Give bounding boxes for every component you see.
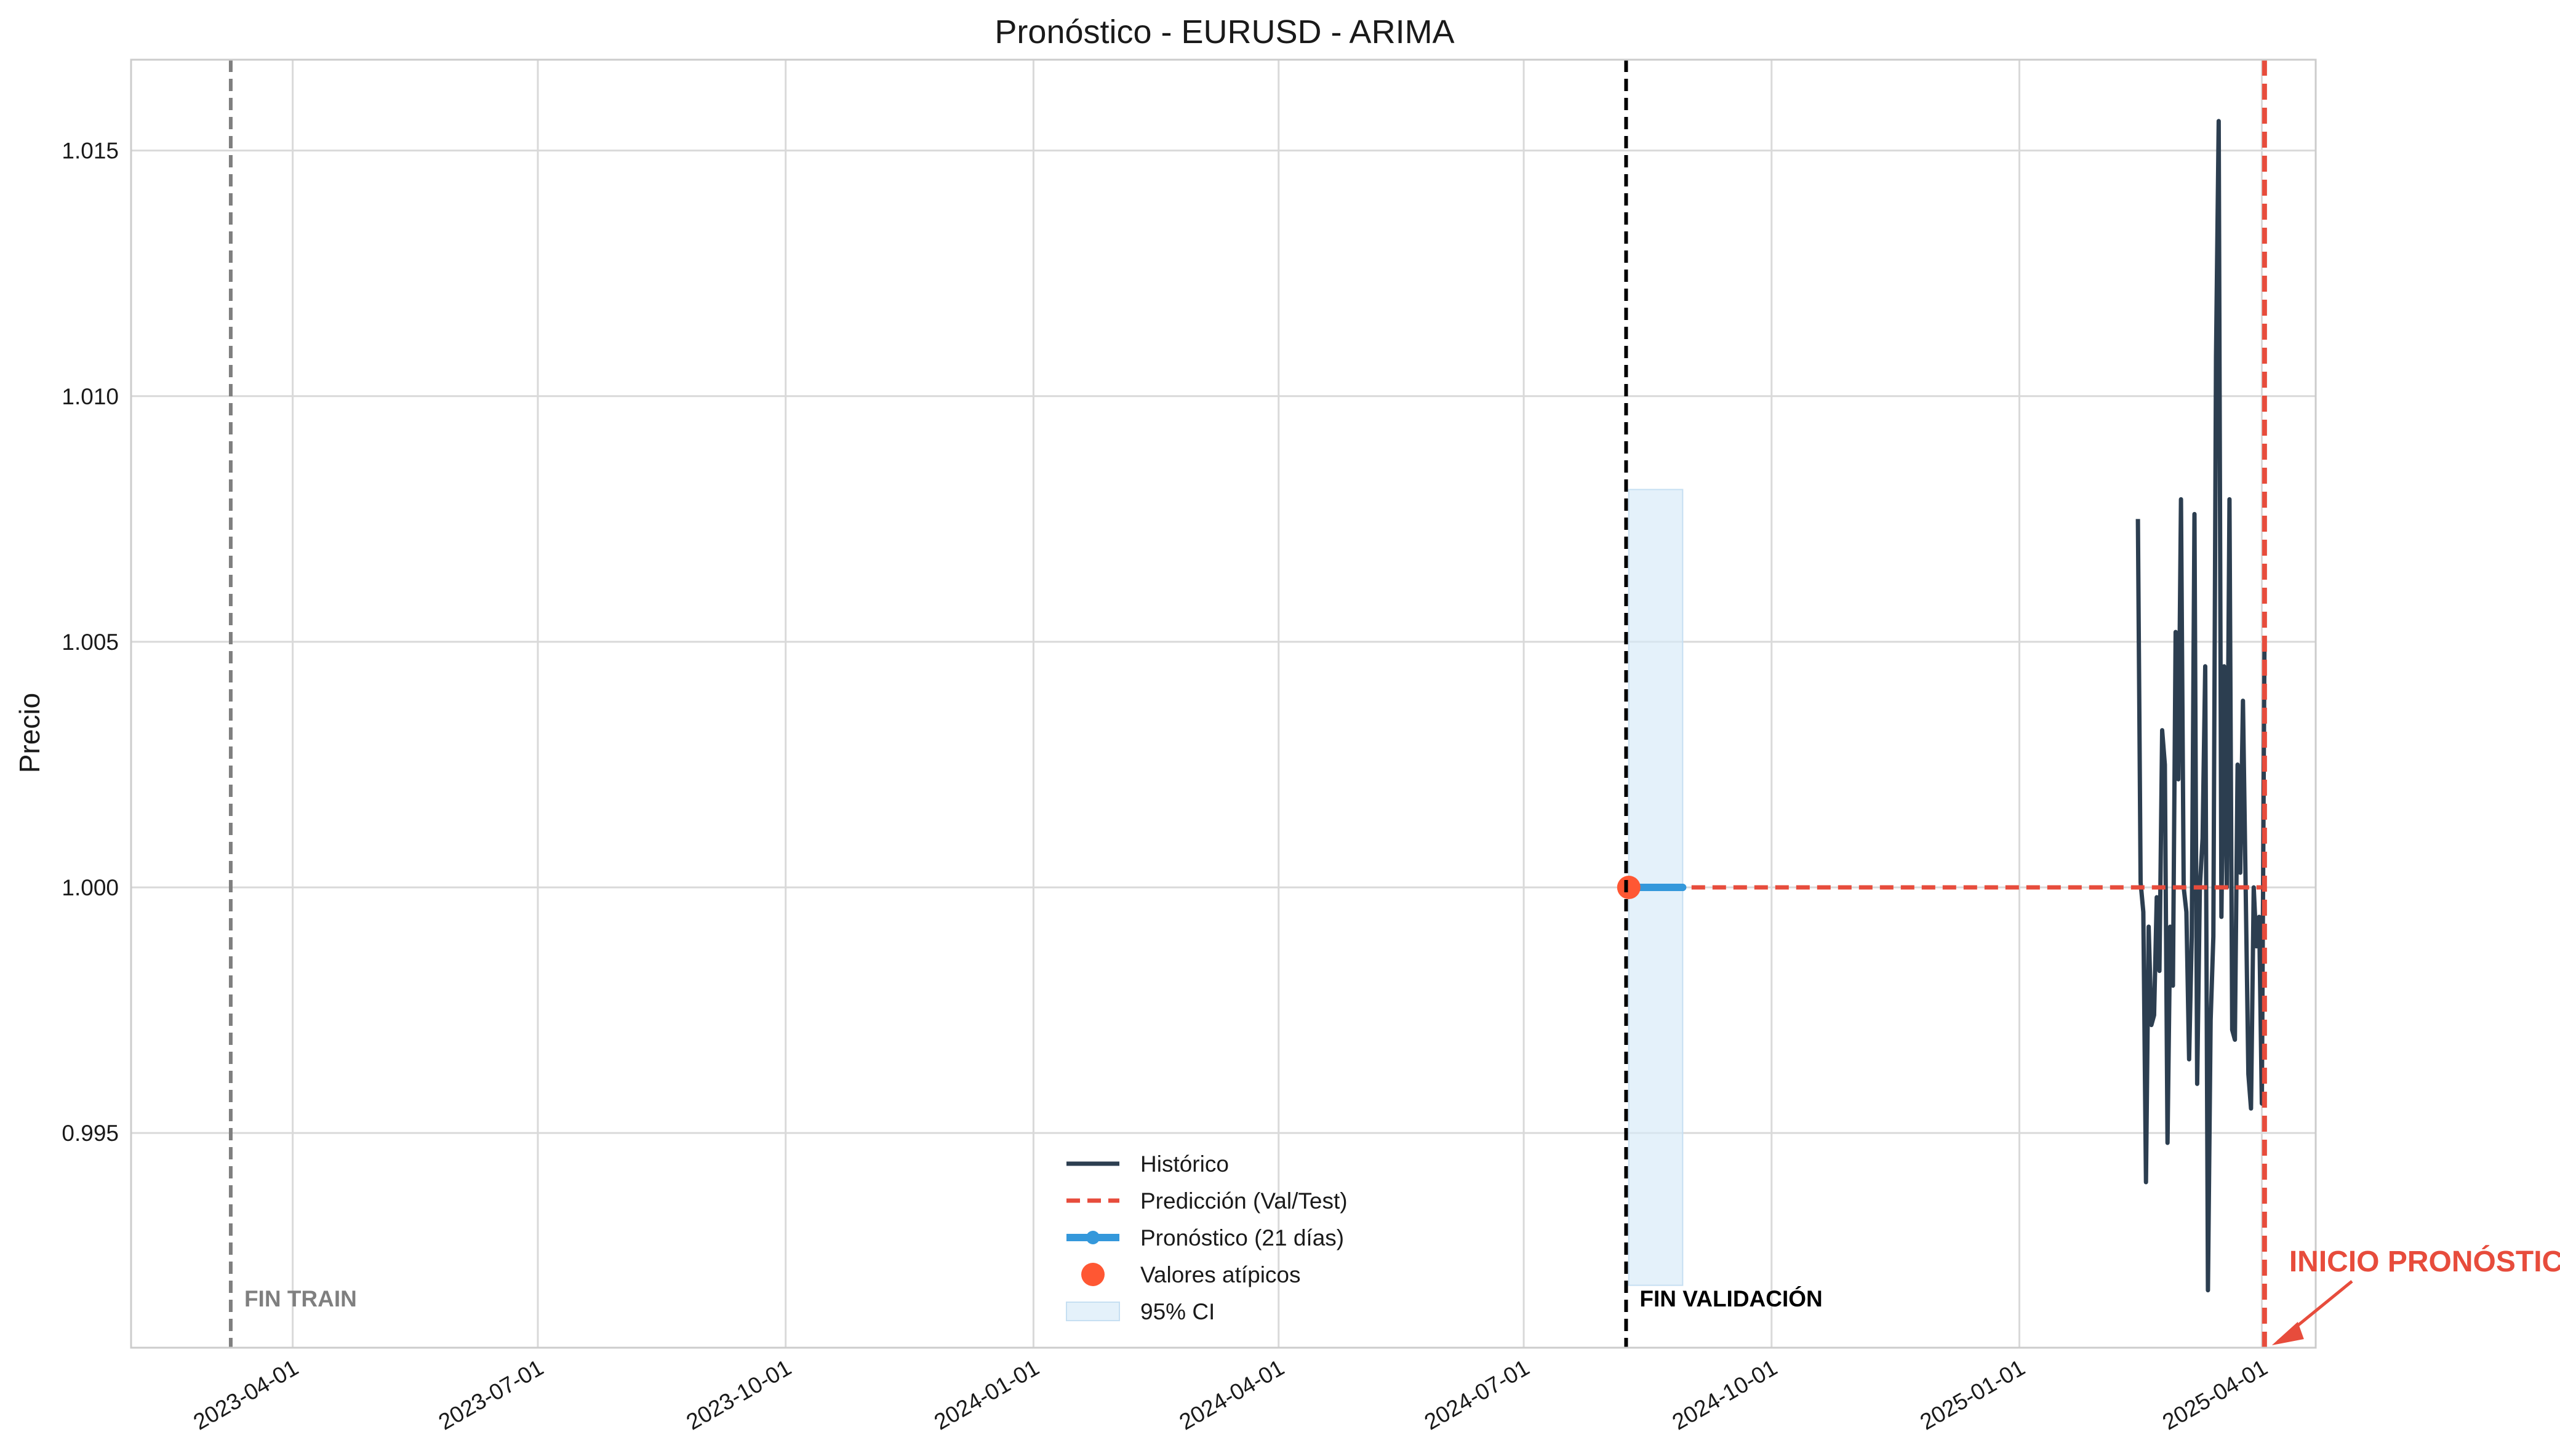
legend-swatch-pronostico-marker <box>1086 1231 1100 1244</box>
vertical-lines <box>228 60 2267 1348</box>
legend-label: Valores atípicos <box>1140 1262 1301 1287</box>
legend-swatch-ci <box>1066 1302 1120 1321</box>
legend-label: 95% CI <box>1140 1299 1215 1324</box>
series-layer <box>1617 119 2267 1293</box>
legend-label: Pronóstico (21 días) <box>1140 1225 1344 1250</box>
fin-train-label: FIN TRAIN <box>244 1286 357 1311</box>
y-tick-label: 1.000 <box>62 875 119 900</box>
pronostico-marker <box>1679 884 1687 892</box>
legend-label: Predicción (Val/Test) <box>1140 1188 1348 1214</box>
outlier-point <box>1617 876 1641 900</box>
grid <box>131 60 2316 1348</box>
y-tick-label: 1.015 <box>62 138 119 164</box>
chart-title: Pronóstico - EURUSD - ARIMA <box>994 14 1454 50</box>
y-tick-label: 1.010 <box>62 384 119 409</box>
inicio-pronostico-arrowhead <box>2271 1322 2304 1345</box>
historico-line <box>2135 119 2267 1293</box>
axes-frame <box>130 58 2317 1349</box>
legend: Histórico Predicción (Val/Test) Pronóstico… <box>1066 1151 1348 1324</box>
annotations: FIN TRAIN FIN VALIDACIÓN INICIO PRONÓSTICO <box>244 1244 2560 1345</box>
fin-validacion-label: FIN VALIDACIÓN <box>1639 1286 1822 1311</box>
legend-label: Histórico <box>1140 1151 1229 1177</box>
y-tick-label: 0.995 <box>62 1121 119 1146</box>
y-tick-label: 1.005 <box>62 630 119 655</box>
legend-swatch-atipicos <box>1081 1263 1105 1286</box>
y-axis-label: Precio <box>14 693 46 773</box>
inicio-pronostico-label: INICIO PRONÓSTICO <box>2289 1244 2560 1278</box>
